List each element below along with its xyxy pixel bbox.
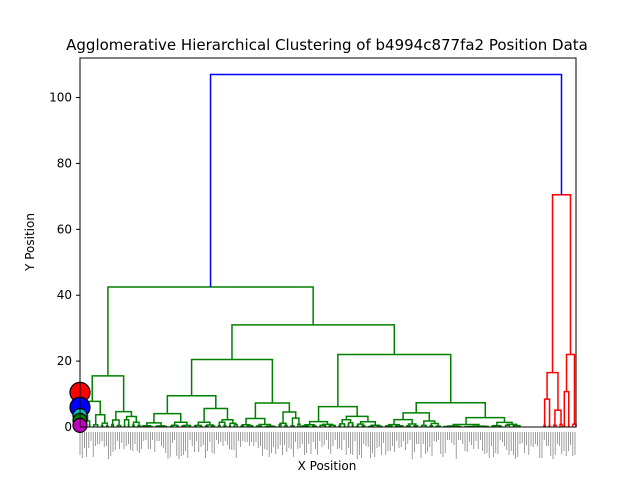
dendrogram-link <box>254 402 291 419</box>
y-tick-label: 80 <box>57 156 72 170</box>
leaf-labels <box>79 432 576 459</box>
y-tick-label: 20 <box>57 354 72 368</box>
chart-title: Agglomerative Hierarchical Clustering of… <box>66 36 588 54</box>
dendrogram-link <box>329 424 336 427</box>
dendrogram-link <box>91 375 125 412</box>
dendrogram-link <box>563 390 570 426</box>
dendrogram-link <box>420 424 427 427</box>
dendrogram-link <box>465 416 506 425</box>
dendrogram-link <box>347 421 354 426</box>
dendrogram-link <box>415 402 487 418</box>
y-axis-ticks: 0 20 40 60 80 100 <box>49 91 80 434</box>
dendrogram-link <box>565 353 576 425</box>
y-tick-label: 100 <box>49 91 72 105</box>
dendrogram-links <box>79 73 577 428</box>
dendrogram-link <box>245 417 266 425</box>
dendrogram-link <box>554 409 562 426</box>
y-axis-label: Y Position <box>23 213 37 272</box>
x-axis-label: X Position <box>298 459 357 473</box>
dendrogram-link <box>107 286 314 376</box>
dendrogram-link <box>183 424 191 427</box>
y-tick-label: 60 <box>57 222 72 236</box>
y-tick-label: 40 <box>57 288 72 302</box>
dendrogram-link <box>551 193 572 373</box>
dendrogram-link <box>543 398 551 426</box>
dendrogram-link <box>209 73 563 287</box>
dendrogram-link <box>142 425 152 427</box>
dendrogram-link <box>546 371 559 411</box>
dendrogram-link <box>339 423 346 426</box>
dendrogram-link <box>166 395 217 414</box>
dendrogram-link <box>317 405 358 422</box>
dendrogram-link <box>337 353 452 407</box>
y-tick-label: 0 <box>64 420 72 434</box>
plot-frame <box>79 57 577 428</box>
dendrogram-link <box>153 412 182 423</box>
dendrogram-link <box>156 425 166 427</box>
